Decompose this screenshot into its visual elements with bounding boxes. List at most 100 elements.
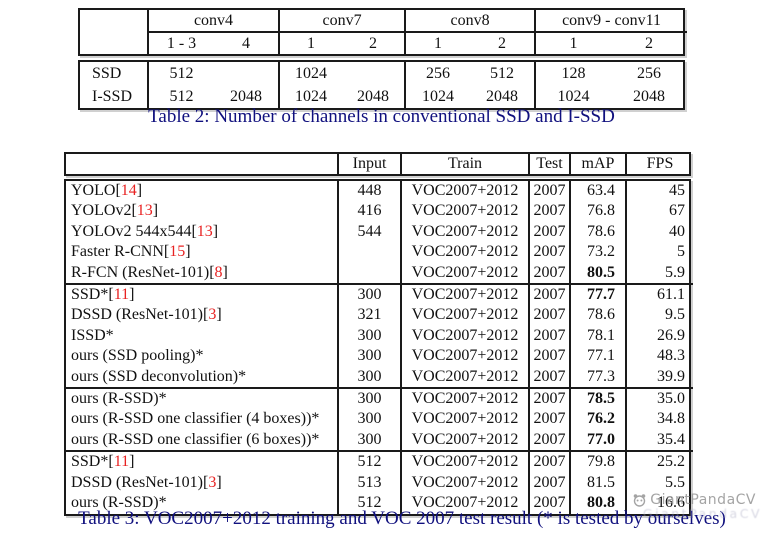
- channel-value: 2048: [633, 88, 665, 105]
- method-cell: YOLOv2[13]: [71, 202, 159, 220]
- train-set-cell: VOC2007+2012: [400, 242, 529, 263]
- method-cell: SSD*[11]: [66, 450, 338, 473]
- table2-header: conv4 conv7 conv8 conv9 - conv11 1 - 3 4 1 2 1 2 1…: [80, 10, 688, 54]
- train-set-cell: VOC2007+2012: [400, 221, 529, 243]
- map-cell: 77.1: [569, 346, 626, 367]
- input-size-cell: 513: [337, 472, 401, 494]
- col-header-input: Input: [337, 154, 401, 174]
- input-size-cell: 416: [337, 201, 401, 222]
- input-size-cell: 300: [337, 409, 401, 430]
- table2-sub-header: 4: [242, 35, 250, 52]
- test-set-cell: 2007: [528, 409, 570, 430]
- test-set-cell: 2007: [528, 493, 570, 514]
- citation-ref: 13: [136, 202, 153, 220]
- table-row: Faster R-CNN[15] VOC2007+2012 2007 73.2 5: [66, 242, 693, 263]
- train-set-cell: VOC2007+2012: [400, 305, 529, 326]
- watermark-text: GiantPandaCV: [650, 492, 756, 508]
- table-row: ours (SSD pooling)* 300 VOC2007+2012 2007 77…: [66, 346, 693, 367]
- channel-value: [342, 62, 405, 85]
- method-cell: R-FCN (ResNet-101)[8]: [71, 263, 228, 281]
- table2-corner-cell: [80, 10, 149, 54]
- map-cell: 76.8: [569, 201, 626, 222]
- fps-cell: 26.9: [625, 325, 693, 347]
- input-size-cell: 512: [337, 493, 401, 514]
- method-cell: YOLOv2 544x544[13]: [71, 222, 219, 240]
- test-set-cell: 2007: [528, 472, 570, 494]
- channel-value: 1024: [404, 85, 470, 108]
- train-set-cell: VOC2007+2012: [400, 450, 529, 473]
- table3-header: Input Train Test mAP FPS: [66, 154, 693, 174]
- map-cell: 78.6: [569, 221, 626, 243]
- table2-sub-header: 2: [645, 35, 654, 52]
- table3: Input Train Test mAP FPS YOLO[14] 448 VOC2…: [64, 152, 693, 516]
- watermark: GiantPandaCV: [632, 492, 756, 508]
- input-size-cell: 300: [337, 346, 401, 367]
- map-cell: 79.8: [569, 450, 626, 473]
- citation-ref: 13: [196, 222, 213, 240]
- fps-cell: 40: [625, 221, 693, 243]
- channel-value: 256: [404, 62, 470, 85]
- test-set-cell: 2007: [528, 346, 570, 367]
- panda-icon: [632, 493, 647, 507]
- table-row: R-FCN (ResNet-101)[8] VOC2007+2012 2007 80.…: [66, 262, 693, 285]
- method-cell: Faster R-CNN[15]: [71, 243, 191, 261]
- fps-cell: 9.5: [625, 305, 693, 326]
- col-header-map: mAP: [569, 154, 626, 174]
- channel-value: 1024: [278, 85, 342, 108]
- fps-cell: 39.9: [625, 366, 693, 389]
- table-row: ISSD* 300 VOC2007+2012 2007 78.1 26.9: [66, 325, 693, 347]
- input-size-cell: 512: [337, 450, 401, 473]
- method-cell: ours (R-SSD one classifier (4 boxes))*: [71, 410, 320, 428]
- channel-value: 512: [147, 85, 214, 108]
- table-row: YOLOv2[13] 416 VOC2007+2012 2007 76.8 67: [66, 201, 693, 222]
- table2-group-header: conv8: [404, 10, 536, 33]
- test-set-cell: 2007: [528, 262, 570, 285]
- table-row: ours (R-SSD one classifier (4 boxes))* 30…: [66, 409, 693, 430]
- col-header-method: [66, 154, 338, 174]
- train-set-cell: VOC2007+2012: [400, 387, 529, 410]
- channel-value: 512: [490, 65, 514, 82]
- channel-value: 2048: [357, 88, 389, 105]
- table-row: SSD*[11] 300 VOC2007+2012 2007 77.7 61.1: [66, 283, 693, 306]
- row-label: SSD: [80, 62, 149, 85]
- train-set-cell: VOC2007+2012: [400, 283, 529, 306]
- citation-ref: 15: [169, 243, 186, 261]
- train-set-cell: VOC2007+2012: [400, 472, 529, 494]
- table-row: YOLOv2 544x544[13] 544 VOC2007+2012 2007 78.…: [66, 221, 693, 243]
- method-cell: DSSD (ResNet-101)[3]: [71, 473, 222, 491]
- fps-cell: 5.9: [625, 262, 693, 285]
- fps-cell: 34.8: [625, 409, 693, 430]
- map-cell: 78.6: [569, 305, 626, 326]
- map-cell: 77.3: [569, 366, 626, 389]
- input-size-cell: 300: [337, 429, 401, 452]
- fps-cell: 5: [625, 242, 693, 263]
- map-cell: 63.4: [569, 181, 626, 202]
- test-set-cell: 2007: [528, 387, 570, 410]
- fps-cell: 5.5: [625, 472, 693, 494]
- col-header-test: Test: [528, 154, 570, 174]
- fps-cell: 61.1: [625, 283, 693, 306]
- map-cell: 77.7: [569, 283, 626, 306]
- test-set-cell: 2007: [528, 366, 570, 389]
- table2-sub-header: 1: [278, 32, 343, 54]
- citation-ref: 14: [120, 182, 137, 199]
- table-row: ours (R-SSD)* 300 VOC2007+2012 2007 78.5 35.0: [66, 387, 693, 410]
- method-cell: ours (SSD deconvolution)*: [71, 367, 247, 385]
- train-set-cell: VOC2007+2012: [400, 181, 529, 202]
- train-set-cell: VOC2007+2012: [400, 325, 529, 347]
- test-set-cell: 2007: [528, 181, 570, 202]
- citation-ref: 8: [214, 263, 223, 281]
- method-cell: YOLO[14]: [71, 182, 143, 199]
- fps-cell: 48.3: [625, 346, 693, 367]
- map-cell: 80.5: [569, 262, 626, 285]
- table2-sub-header: 1 - 3: [147, 32, 214, 54]
- test-set-cell: 2007: [528, 325, 570, 347]
- fps-cell: 25.2: [625, 450, 693, 473]
- citation-ref: 3: [208, 306, 217, 324]
- table2-sub-header: 1: [534, 32, 612, 54]
- test-set-cell: 2007: [528, 429, 570, 452]
- table-row: I-SSD 512 2048 1024 2048 1024 2048 1024 2048: [80, 85, 687, 108]
- table3-caption: Table 3: VOC2007+2012 training and VOC 2…: [78, 508, 726, 529]
- map-cell: 76.2: [569, 409, 626, 430]
